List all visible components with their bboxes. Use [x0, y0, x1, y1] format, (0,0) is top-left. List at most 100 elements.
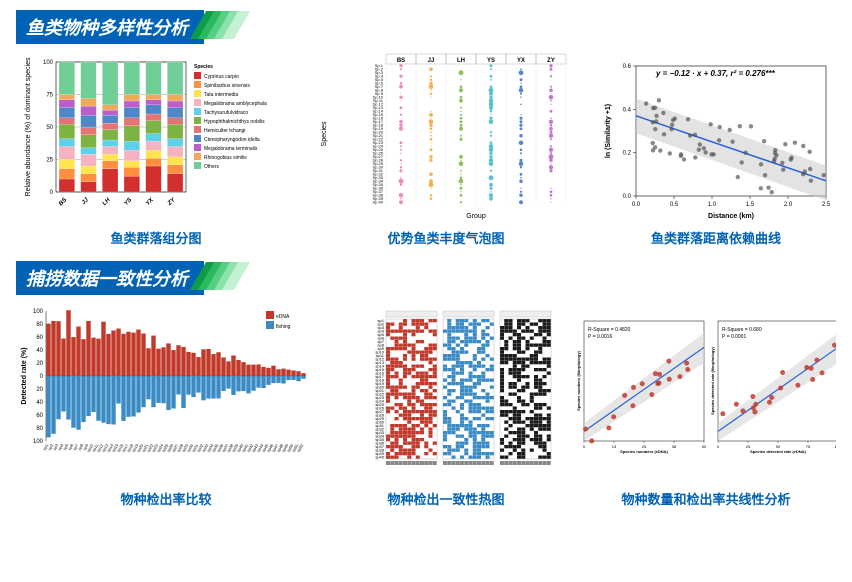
caption-1: 鱼类群落组分图: [110, 228, 201, 247]
svg-text:Species detected rate (eDNA): Species detected rate (eDNA): [750, 449, 806, 454]
svg-text:Ctenopharyngodon idella: Ctenopharyngodon idella: [204, 137, 260, 143]
svg-text:sp52: sp52: [296, 442, 305, 453]
svg-text:40: 40: [36, 400, 43, 406]
stacked-bar-chart: 0255075100Relative abundance (%) of domi…: [16, 52, 296, 222]
svg-text:25: 25: [746, 444, 751, 449]
svg-text:Group: Group: [466, 213, 486, 220]
chevron-decor-1: [202, 11, 242, 44]
distance-decay-chart: 0.00.51.01.52.02.50.00.20.40.6Distance (…: [596, 52, 836, 222]
svg-text:Spinibarbus sinensis: Spinibarbus sinensis: [204, 83, 250, 89]
svg-text:BS: BS: [397, 58, 405, 64]
svg-text:Distance (km): Distance (km): [708, 213, 754, 220]
section-title-2: 捕捞数据一致性分析: [16, 261, 204, 295]
svg-text:100: 100: [33, 439, 44, 445]
svg-text:eDNA: eDNA: [276, 314, 290, 320]
section-title-1: 鱼类物种多样性分析: [16, 10, 204, 44]
chevron-decor-2: [202, 262, 242, 295]
svg-text:80: 80: [36, 426, 43, 432]
svg-text:50: 50: [702, 444, 707, 449]
svg-text:Relative abundance (%) of domi: Relative abundance (%) of dominant speci…: [25, 57, 32, 196]
svg-text:LH: LH: [102, 197, 112, 207]
svg-text:Species detected rate (Morphol: Species detected rate (Morphology): [710, 346, 715, 414]
svg-text:60: 60: [36, 335, 43, 341]
svg-text:JJ: JJ: [81, 197, 90, 206]
cell-bubble: BSJJLHYSYXZYSp.1Sp.2Sp.3Sp.4Sp.5Sp.6Sp.7…: [316, 52, 576, 247]
svg-text:Tata intermedia: Tata intermedia: [204, 92, 238, 98]
svg-text:100: 100: [835, 444, 836, 449]
cell-detected: 02020404060608080100100Detected rate (%)…: [16, 303, 316, 508]
svg-text:80: 80: [36, 322, 43, 328]
svg-text:P = 0.0016: P = 0.0016: [588, 334, 612, 340]
svg-text:13: 13: [612, 444, 617, 449]
svg-text:0.0: 0.0: [623, 194, 632, 200]
svg-text:Cyprinus carpio: Cyprinus carpio: [204, 74, 239, 80]
svg-text:ln (Similarity +1): ln (Similarity +1): [605, 104, 612, 158]
svg-text:100: 100: [43, 60, 54, 66]
caption-6: 物种数量和检出率共线性分析: [621, 489, 790, 508]
detected-rate-chart: 02020404060608080100100Detected rate (%)…: [16, 303, 316, 483]
svg-text:ZY: ZY: [166, 196, 177, 207]
svg-text:Hemiculter tchangi: Hemiculter tchangi: [204, 128, 245, 134]
heatmap-chart: sp1sp2sp3sp4sp5sp6sp7sp8sp9sp10sp11sp12s…: [331, 303, 561, 483]
caption-5: 物种检出一致性热图: [387, 489, 504, 508]
svg-text:sp40: sp40: [375, 455, 384, 460]
row-1: 0255075100Relative abundance (%) of domi…: [0, 52, 852, 247]
svg-text:75: 75: [806, 444, 811, 449]
svg-text:Megalobrama amblycephala: Megalobrama amblycephala: [204, 101, 267, 107]
row-2: 02020404060608080100100Detected rate (%)…: [0, 303, 852, 508]
bubble-chart: BSJJLHYSYXZYSp.1Sp.2Sp.3Sp.4Sp.5Sp.6Sp.7…: [316, 52, 576, 222]
cell-distance: 0.00.51.01.52.02.50.00.20.40.6Distance (…: [596, 52, 836, 247]
svg-text:YX: YX: [145, 196, 156, 207]
svg-text:0.0: 0.0: [632, 202, 641, 208]
svg-text:YS: YS: [487, 58, 495, 64]
svg-text:20: 20: [36, 387, 43, 393]
svg-text:Species numbers (Morphology): Species numbers (Morphology): [576, 350, 581, 410]
svg-text:Species numbers (eDNA): Species numbers (eDNA): [620, 449, 668, 454]
svg-text:1.5: 1.5: [746, 202, 755, 208]
cell-heatmap: sp1sp2sp3sp4sp5sp6sp7sp8sp9sp10sp11sp12s…: [331, 303, 561, 508]
svg-text:fishing: fishing: [276, 324, 291, 330]
svg-text:LH: LH: [457, 58, 465, 64]
svg-text:0.2: 0.2: [623, 151, 632, 157]
svg-text:y = −0.12 · x + 0.37, r² = 0.: y = −0.12 · x + 0.37, r² = 0.276***: [655, 69, 776, 78]
svg-text:Detected rate (%): Detected rate (%): [21, 347, 28, 404]
svg-text:Tachysurufulvidraco: Tachysurufulvidraco: [204, 110, 248, 116]
svg-text:YX: YX: [517, 58, 525, 64]
svg-text:38: 38: [672, 444, 677, 449]
cell-colinear: R-Square = 0.4820P = 0.0016Species numbe…: [576, 303, 836, 508]
section-header-1: 鱼类物种多样性分析: [16, 10, 242, 44]
svg-text:ZY: ZY: [547, 58, 555, 64]
svg-text:50: 50: [776, 444, 781, 449]
svg-text:0.5: 0.5: [670, 202, 679, 208]
svg-text:Hypophthalmichthys nobilis: Hypophthalmichthys nobilis: [204, 119, 265, 125]
svg-text:R-Square = 0.680: R-Square = 0.680: [722, 327, 762, 333]
svg-text:25: 25: [642, 444, 647, 449]
svg-text:20: 20: [36, 361, 43, 367]
svg-text:YS: YS: [123, 197, 133, 207]
svg-text:2.0: 2.0: [784, 202, 793, 208]
svg-text:Species: Species: [321, 121, 328, 146]
svg-text:2.5: 2.5: [822, 202, 831, 208]
svg-text:Sp.40: Sp.40: [373, 199, 384, 204]
svg-text:0: 0: [583, 444, 586, 449]
colinear-chart: R-Square = 0.4820P = 0.0016Species numbe…: [576, 303, 836, 483]
svg-text:Species: Species: [194, 64, 213, 70]
svg-text:Megalobrama terminalis: Megalobrama terminalis: [204, 146, 258, 152]
svg-text:Others: Others: [204, 164, 220, 170]
svg-text:0.4: 0.4: [623, 107, 632, 113]
svg-text:25: 25: [46, 158, 53, 164]
svg-text:0: 0: [717, 444, 720, 449]
svg-text:75: 75: [46, 93, 53, 99]
svg-text:P = 0.0001: P = 0.0001: [722, 334, 746, 340]
caption-2: 优势鱼类丰度气泡图: [387, 228, 504, 247]
svg-text:40: 40: [36, 348, 43, 354]
svg-text:100: 100: [33, 309, 44, 315]
svg-text:0.6: 0.6: [623, 64, 632, 70]
svg-text:0: 0: [50, 190, 54, 196]
svg-text:Rhinogobius similis: Rhinogobius similis: [204, 155, 247, 161]
svg-text:JJ: JJ: [428, 58, 435, 64]
section-header-2: 捕捞数据一致性分析: [16, 261, 242, 295]
svg-text:0: 0: [40, 374, 44, 380]
cell-stacked: 0255075100Relative abundance (%) of domi…: [16, 52, 296, 247]
caption-3: 鱼类群落距离依赖曲线: [651, 228, 781, 247]
